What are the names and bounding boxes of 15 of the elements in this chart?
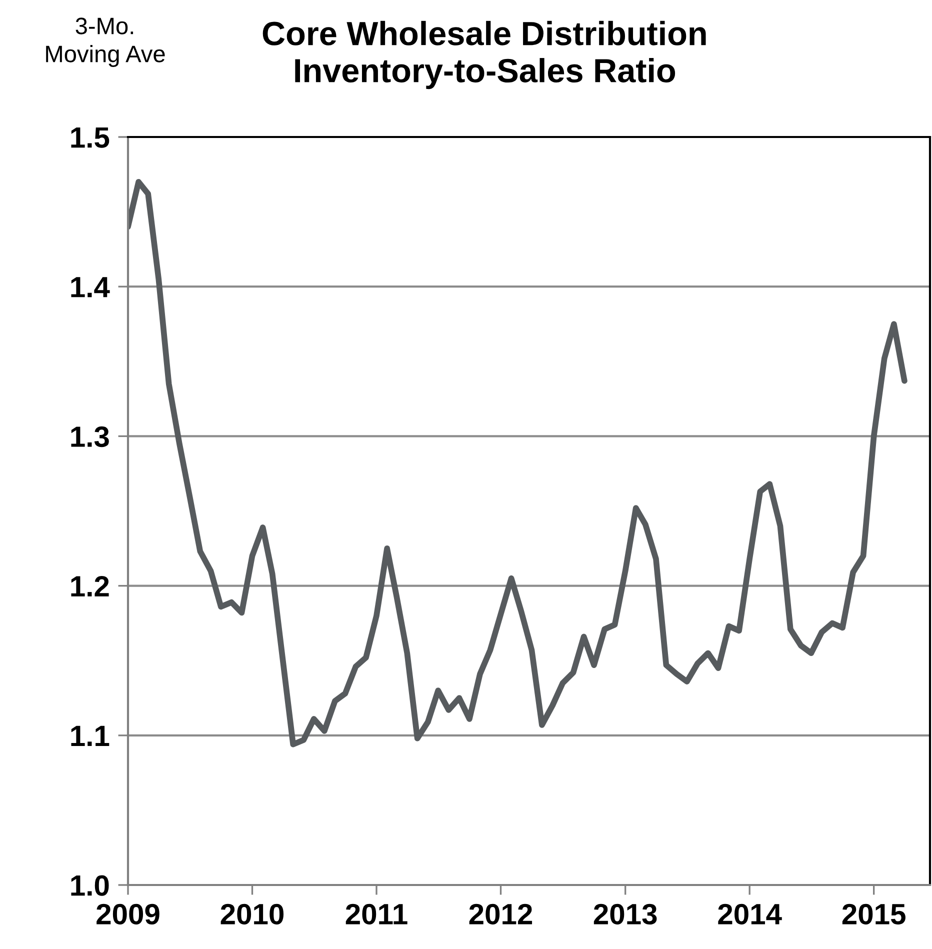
text: 3-Mo. Moving Ave xyxy=(46,18,165,68)
y-tick-label: 1.0 xyxy=(71,875,109,896)
x-tick-label: 2012 xyxy=(469,904,532,924)
x-tick-label: 2014 xyxy=(718,904,782,924)
x-tick-label: 2010 xyxy=(220,904,284,924)
y-tick-label: 1.4 xyxy=(71,277,110,298)
x-tick-label: 2009 xyxy=(96,904,160,924)
x-tick-label: 2015 xyxy=(842,904,906,924)
y-tick-label: 1.3 xyxy=(71,426,109,448)
chart-title: Core Wholesale Distribution Inventory-to-Sales Ratio xyxy=(262,20,706,90)
y-tick-label: 1.2 xyxy=(71,576,109,596)
x-tick-label: 2013 xyxy=(594,904,657,925)
y-tick-label: 1.5 xyxy=(71,128,110,148)
y-tick-label: 1.1 xyxy=(71,726,110,746)
x-tick-label: 2011 xyxy=(346,904,408,924)
